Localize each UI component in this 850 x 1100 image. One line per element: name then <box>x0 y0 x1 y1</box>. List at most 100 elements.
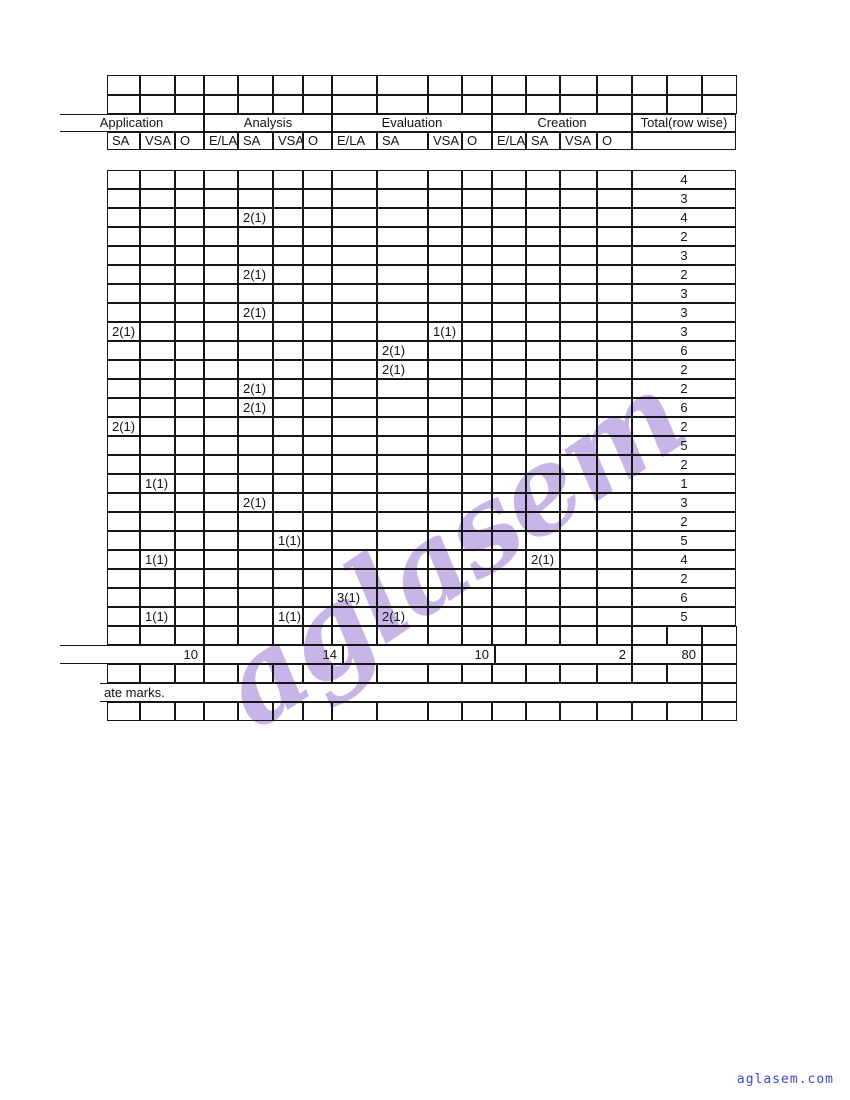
data-row-cell <box>526 189 560 208</box>
data-row-cell <box>526 360 560 379</box>
data-row-cell <box>597 512 632 531</box>
data-row-cell <box>175 455 204 474</box>
data-row-cell: 2(1) <box>238 303 273 322</box>
sheet-grid-row-cell <box>107 95 140 114</box>
data-row: 1(1) 5 <box>107 531 736 550</box>
data-row-cell <box>560 455 597 474</box>
note-row: ate marks. <box>100 683 737 702</box>
data-row-cell <box>140 398 175 417</box>
data-row-cell <box>462 322 492 341</box>
data-row-cell <box>462 493 492 512</box>
data-row-cell <box>273 360 303 379</box>
data-row-cell <box>107 303 140 322</box>
sheet-grid-row-cell <box>238 95 273 114</box>
data-row-cell <box>526 512 560 531</box>
data-row: 2(1) 2 <box>107 360 736 379</box>
group-header-row-cell: Application <box>60 114 204 132</box>
data-row-cell <box>332 379 377 398</box>
data-row-cell <box>204 227 238 246</box>
data-row-cell <box>377 265 428 284</box>
data-row-cell <box>377 170 428 189</box>
sheet-grid-row-top-cell <box>303 75 332 95</box>
data-row-cell <box>492 436 526 455</box>
data-row-cell <box>377 588 428 607</box>
data-row-cell <box>332 189 377 208</box>
data-row-cell <box>303 417 332 436</box>
sheet-grid-row-cell <box>204 95 238 114</box>
sheet-grid-row-cell <box>667 626 702 645</box>
data-row-cell <box>597 208 632 227</box>
data-row-cell: 2(1) <box>377 607 428 626</box>
sheet-grid-row-top-cell <box>238 75 273 95</box>
data-row-cell <box>107 512 140 531</box>
sheet-grid-row-cell <box>303 702 332 721</box>
data-row-cell <box>140 436 175 455</box>
data-row-cell <box>175 474 204 493</box>
sheet-grid-row-cell <box>462 95 492 114</box>
totals-row-cell: 10 <box>343 645 495 664</box>
data-row-cell <box>204 246 238 265</box>
sheet-grid-row-cell <box>140 702 175 721</box>
sheet-grid-row-cell <box>238 626 273 645</box>
data-row-cell <box>204 569 238 588</box>
data-row-cell: 2 <box>632 227 736 246</box>
data-row-cell <box>597 417 632 436</box>
data-row-cell <box>377 208 428 227</box>
sheet-grid-row-cell <box>273 664 303 683</box>
sheet-grid-row-cell <box>462 626 492 645</box>
sheet-grid-row-cell <box>332 702 377 721</box>
data-row-cell <box>238 284 273 303</box>
data-row-cell <box>428 341 462 360</box>
data-row-cell: 2(1) <box>107 417 140 436</box>
data-row-cell <box>597 607 632 626</box>
data-row-cell <box>492 398 526 417</box>
sub-header-row-cell: VSA <box>273 132 304 150</box>
data-row-cell <box>273 189 303 208</box>
data-row-cell <box>175 569 204 588</box>
data-row-cell <box>107 474 140 493</box>
data-row-cell <box>204 379 238 398</box>
sheet-grid-row-cell <box>428 702 462 721</box>
data-row-cell <box>140 170 175 189</box>
sub-header-row-cell: SA <box>526 132 560 150</box>
data-row-cell <box>560 607 597 626</box>
data-row-cell <box>526 227 560 246</box>
data-row-cell <box>273 265 303 284</box>
sheet-grid-row-top-cell <box>332 75 377 95</box>
data-row-cell <box>332 417 377 436</box>
data-row: 2 <box>107 569 736 588</box>
data-row-cell <box>332 246 377 265</box>
data-row-cell <box>140 341 175 360</box>
note-row-cell <box>702 683 737 702</box>
data-row-cell <box>238 550 273 569</box>
sheet-grid-row-top-cell <box>462 75 492 95</box>
data-row-cell <box>492 170 526 189</box>
aglasem-link[interactable]: aglasem.com <box>736 1072 834 1087</box>
data-row-cell <box>107 170 140 189</box>
data-row-cell <box>107 341 140 360</box>
data-row: 3(1) 6 <box>107 588 736 607</box>
data-row-cell <box>332 493 377 512</box>
data-row-cell <box>303 189 332 208</box>
data-row-cell <box>140 512 175 531</box>
sheet-grid-row-cell <box>332 95 377 114</box>
data-row-cell <box>526 379 560 398</box>
data-row-cell <box>332 322 377 341</box>
data-row-cell <box>238 474 273 493</box>
sheet-grid-row-cell <box>702 664 737 683</box>
data-row: 2 <box>107 512 736 531</box>
sheet-grid-row-cell <box>273 95 303 114</box>
sheet-grid-row-cell <box>492 664 526 683</box>
data-row-cell <box>204 493 238 512</box>
data-row-cell <box>332 607 377 626</box>
data-row-cell <box>526 322 560 341</box>
data-row-cell <box>273 227 303 246</box>
sheet-grid-row-top-cell <box>560 75 597 95</box>
data-row-cell <box>492 227 526 246</box>
data-row-cell <box>175 265 204 284</box>
sheet-grid-row <box>107 95 737 114</box>
data-row-cell <box>175 341 204 360</box>
data-row-cell <box>492 303 526 322</box>
sheet-grid-row-top-cell <box>107 75 140 95</box>
data-row-cell <box>332 265 377 284</box>
